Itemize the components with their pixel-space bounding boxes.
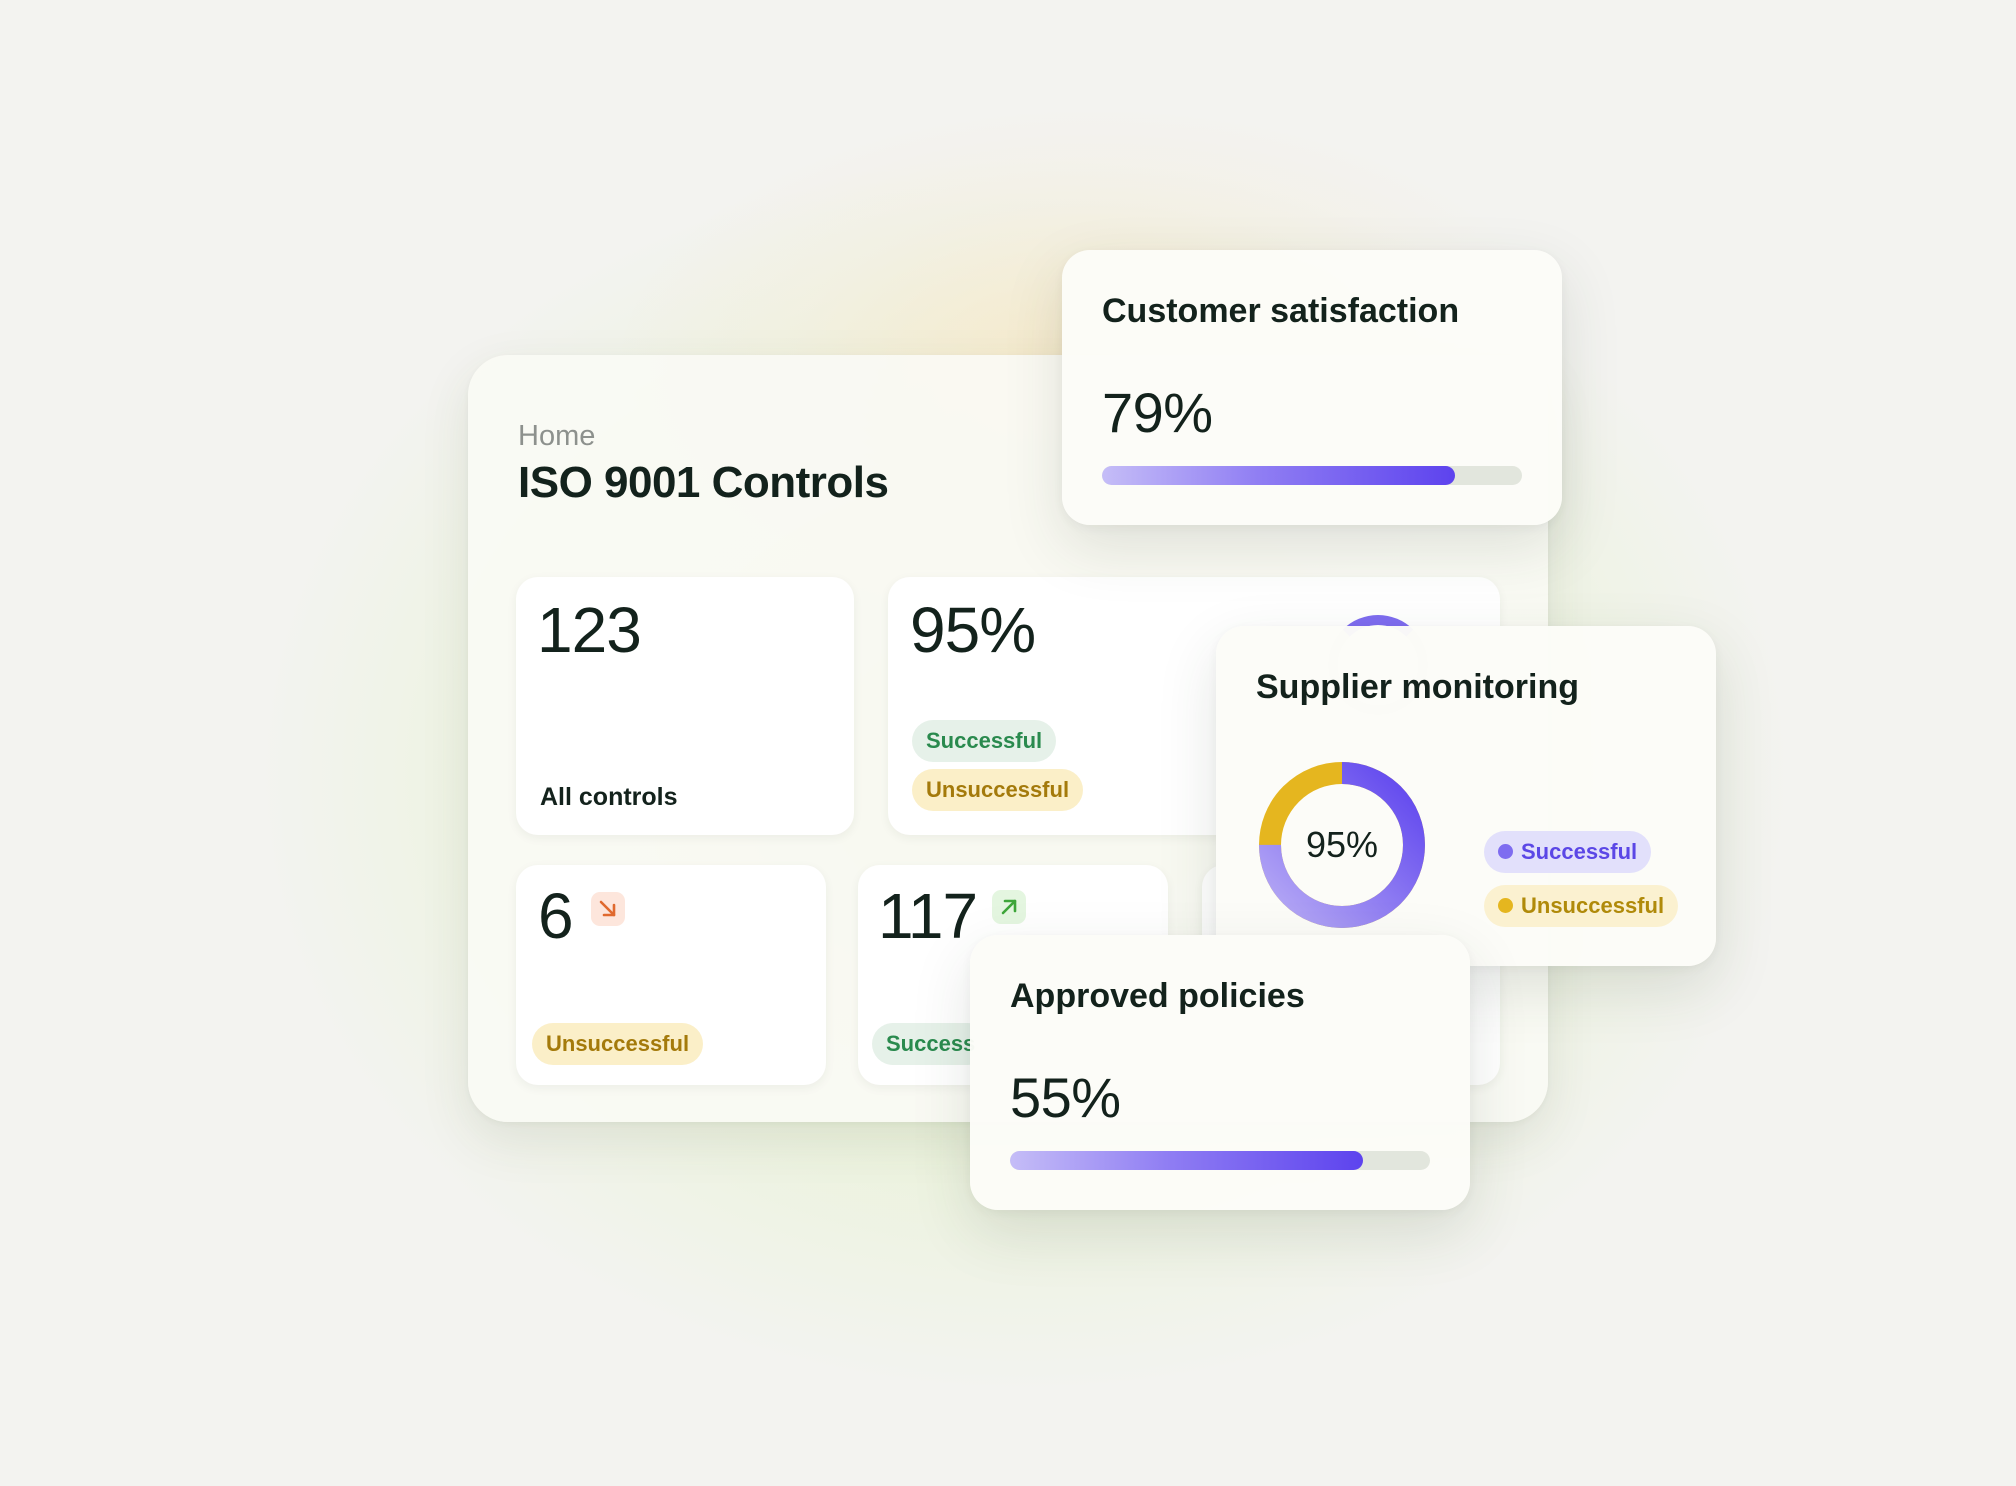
successful-count-badge: Success (872, 1023, 990, 1065)
trend-up-icon (992, 890, 1026, 924)
legend-unsuccessful: Unsuccessful (1484, 885, 1679, 927)
breadcrumb[interactable]: Home (518, 420, 596, 452)
approved-policies-card[interactable]: Approved policies 55% (970, 935, 1470, 1210)
unsuccessful-count-value: 6 (538, 880, 574, 952)
legend-unsuccessful-dot (1498, 897, 1513, 913)
donut-successful-segment (1259, 762, 1425, 928)
legend-unsuccessful-label: Unsuccessful (1521, 893, 1665, 918)
legend-successful-dot (1498, 843, 1513, 859)
supplier-monitoring-title: Supplier monitoring (1256, 668, 1579, 706)
unsuccessful-count-badge: Unsuccessful (532, 1023, 704, 1065)
legend-successful: Successful (1484, 831, 1652, 873)
supplier-donut-chart: 95% (1256, 759, 1428, 931)
customer-satisfaction-value: 79% (1102, 381, 1213, 444)
all-controls-card[interactable]: 123 All controls (516, 577, 854, 835)
supplier-monitoring-card[interactable]: Supplier monitoring 95% Successful Unsuc… (1216, 626, 1716, 966)
all-controls-label: All controls (540, 783, 678, 811)
unsuccessful-count-card[interactable]: 6 Unsuccessful (516, 865, 826, 1085)
customer-satisfaction-title: Customer satisfaction (1102, 292, 1460, 330)
supplier-donut-value: 95% (1305, 824, 1379, 865)
approved-policies-value: 55% (1010, 1066, 1121, 1129)
success-rate-value: 95% (910, 594, 1036, 666)
customer-satisfaction-progress (1102, 466, 1522, 485)
trend-down-icon (591, 892, 625, 926)
successful-badge: Successful (912, 720, 1057, 762)
customer-satisfaction-card[interactable]: Customer satisfaction 79% (1062, 250, 1562, 525)
page-title: ISO 9001 Controls (518, 458, 889, 507)
approved-policies-progress-fill (1010, 1151, 1363, 1170)
approved-policies-title: Approved policies (1010, 977, 1305, 1015)
all-controls-value: 123 (537, 594, 642, 666)
unsuccessful-badge: Unsuccessful (912, 769, 1084, 811)
successful-count-value: 117 (878, 880, 978, 952)
approved-policies-progress (1010, 1151, 1430, 1170)
customer-satisfaction-progress-fill (1102, 466, 1455, 485)
legend-successful-label: Successful (1521, 839, 1638, 864)
